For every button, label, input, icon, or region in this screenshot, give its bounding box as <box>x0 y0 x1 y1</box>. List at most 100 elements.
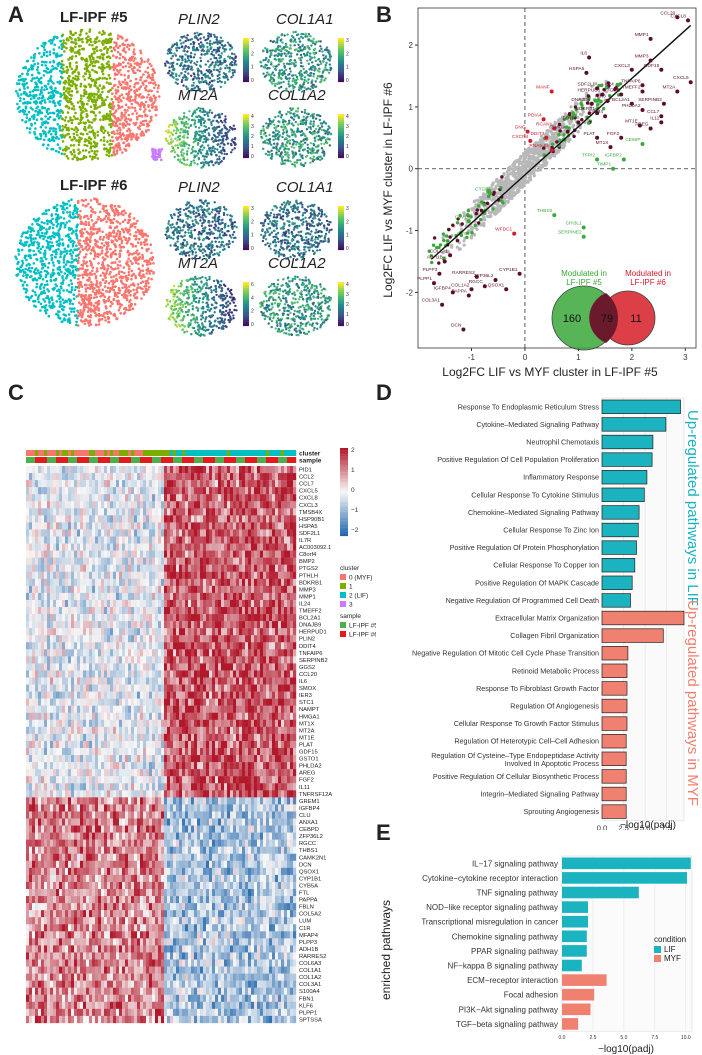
umap-cell-s5 <box>114 144 117 148</box>
umap-cell-s6 <box>51 244 55 248</box>
umap-cell-s6 <box>50 258 54 262</box>
feature-cell <box>217 143 220 146</box>
umap-cell-s6 <box>125 274 128 278</box>
feature-cell <box>296 53 299 56</box>
feature-cell <box>271 49 274 52</box>
umap-cell-s6 <box>94 253 97 256</box>
feature-cell <box>277 76 280 79</box>
umap-cell-s5 <box>29 97 33 101</box>
umap-cell-s5 <box>64 116 68 119</box>
umap-cell-s6 <box>122 266 126 269</box>
feature-cell <box>199 120 202 123</box>
umap-cell-s5 <box>51 65 54 68</box>
feature-cell <box>305 79 308 83</box>
umap-cell-s5 <box>124 111 127 114</box>
feature-cell <box>315 135 318 138</box>
umap-cell-s6 <box>75 244 78 247</box>
umap-cell-s5 <box>81 37 84 41</box>
feature-cell <box>164 62 167 65</box>
umap-cell-s5 <box>24 107 28 110</box>
feature-cell <box>306 146 310 150</box>
colorbar-segment <box>243 48 249 51</box>
colorbar-segment <box>338 116 344 119</box>
umap-cell-s5 <box>57 116 61 120</box>
umap-cell-s6 <box>64 223 67 227</box>
umap-cell-s6 <box>76 201 80 205</box>
umap-cell-s5 <box>147 89 150 93</box>
feature-cell <box>196 214 199 218</box>
feature-cell <box>187 126 191 129</box>
feature-cell <box>276 129 279 133</box>
umap-cell-s6 <box>127 257 130 261</box>
feature-cell <box>284 153 287 156</box>
feature-cell <box>171 146 175 150</box>
feature-cell <box>226 78 230 81</box>
umap-cell-s5 <box>113 95 117 98</box>
umap-cell-s5 <box>123 86 127 89</box>
umap-cell-s5 <box>66 111 70 114</box>
umap-cell-s6 <box>50 234 54 238</box>
umap-cell-s6 <box>106 217 110 221</box>
feature-cell <box>290 128 293 131</box>
umap-cell-s5 <box>102 136 106 139</box>
umap-cell-s5 <box>139 76 142 79</box>
feature-cell <box>225 64 228 67</box>
umap-cell-s6 <box>115 257 119 261</box>
umap-cell-s6 <box>134 237 137 241</box>
feature-cell <box>310 44 313 47</box>
umap-cell-s5 <box>83 125 87 129</box>
feature-cell <box>321 50 324 53</box>
feature-cell <box>219 36 223 39</box>
umap-cell-s6 <box>90 303 93 307</box>
umap-cell-s5 <box>45 87 49 91</box>
feature-cell <box>323 68 326 72</box>
umap-cell-s6 <box>146 234 150 238</box>
umap-cell-s5 <box>94 155 97 159</box>
umap-cell-s5 <box>101 72 105 76</box>
feature-cell <box>314 85 318 88</box>
umap-cell-s6 <box>73 288 77 292</box>
umap-cell-s5 <box>134 101 137 104</box>
colorbar-segment <box>243 122 249 125</box>
umap-cell-s5 <box>51 148 55 151</box>
feature-cell <box>168 135 171 138</box>
feature-cell <box>193 72 196 76</box>
feature-cell <box>196 143 200 146</box>
umap-cell-s5 <box>65 89 68 93</box>
feature-cell <box>301 143 305 146</box>
umap-cell-s5 <box>40 44 44 47</box>
umap-cell-s6 <box>75 320 78 324</box>
feature-cell <box>325 48 329 52</box>
umap-cell-s6 <box>93 227 97 231</box>
feature-cell <box>277 115 280 118</box>
umap-cell-s5 <box>87 76 91 80</box>
umap-cell-s5 <box>77 140 81 144</box>
colorbar-segment <box>243 126 249 129</box>
umap-cell-s5 <box>143 103 146 107</box>
umap-cell-s5 <box>48 70 52 73</box>
umap-cell-s6 <box>54 233 58 236</box>
umap-cell-s5 <box>33 55 36 58</box>
umap-cell-s6 <box>87 202 90 206</box>
feature-cell <box>299 59 302 62</box>
umap-cell-s6 <box>78 274 81 277</box>
feature-cell <box>183 142 186 145</box>
umap-cell-s6 <box>47 261 51 265</box>
umap-cell-s5 <box>90 94 93 98</box>
umap-cell-s5 <box>126 43 130 47</box>
umap-cell-s6 <box>109 234 113 238</box>
feature-cell <box>320 147 324 150</box>
feature-cell <box>322 59 325 63</box>
umap-cell-s5 <box>88 71 91 74</box>
feature-cell <box>220 43 223 47</box>
umap-cell-s5 <box>43 69 46 73</box>
umap-cell-s6 <box>124 288 128 292</box>
feature-cell <box>318 49 321 53</box>
umap-cell-s5 <box>103 76 107 80</box>
feature-cell <box>302 138 306 141</box>
umap-cell-s5 <box>65 38 69 42</box>
umap-cell-s5 <box>116 46 120 50</box>
colorbar-segment <box>338 114 344 117</box>
feature-cell <box>299 143 302 146</box>
colorbar-segment <box>243 142 249 145</box>
